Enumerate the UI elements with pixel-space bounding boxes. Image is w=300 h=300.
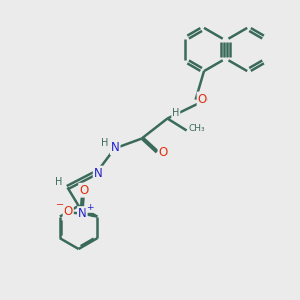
Text: N: N (94, 167, 103, 180)
Text: CH₃: CH₃ (189, 124, 206, 133)
Text: −: − (56, 200, 64, 210)
Text: O: O (79, 184, 88, 197)
Text: N: N (111, 141, 120, 154)
Text: H: H (101, 138, 109, 148)
Text: O: O (198, 92, 207, 106)
Text: +: + (86, 203, 94, 212)
Text: O: O (159, 146, 168, 160)
Text: H: H (56, 177, 63, 187)
Text: H: H (172, 108, 179, 118)
Text: N: N (78, 207, 87, 220)
Text: O: O (64, 205, 73, 218)
